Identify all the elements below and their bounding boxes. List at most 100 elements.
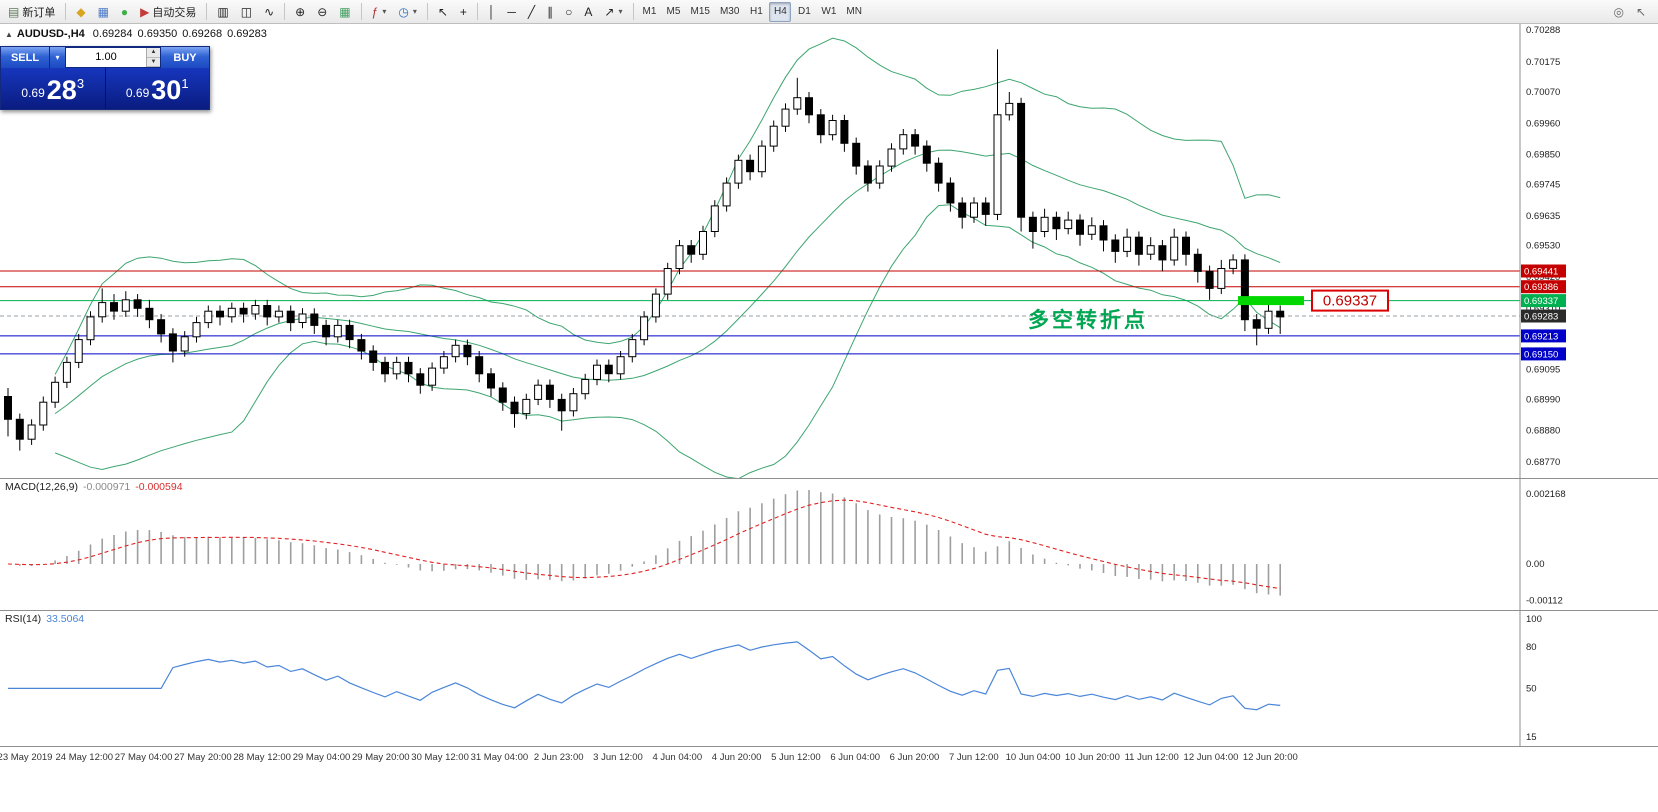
pointer-tool-button[interactable]: ↖ <box>1631 2 1651 22</box>
ohlc-high: 0.69350 <box>137 28 178 40</box>
ask-pip-digit: 1 <box>181 76 189 91</box>
cycles-dropdown[interactable]: ▾ <box>412 7 417 16</box>
sell-price-button[interactable]: 0.69 28 3 <box>1 68 106 109</box>
new-order-icon: ▤ <box>8 4 20 19</box>
svg-text:0.69530: 0.69530 <box>1526 241 1560 252</box>
svg-text:0.69150: 0.69150 <box>1524 349 1558 360</box>
time-label: 29 May 04:00 <box>292 752 351 763</box>
zoom-in-icon: ⊕ <box>295 4 306 19</box>
indicators-button[interactable]: ƒ ▾ <box>367 2 392 22</box>
ohlc-open: 0.69284 <box>92 28 133 40</box>
timeframe-H1[interactable]: H1 <box>745 2 767 22</box>
annotation-text[interactable]: 多空转折点 <box>1028 309 1148 332</box>
text-icon: A <box>584 4 593 19</box>
timeframe-MN[interactable]: MN <box>842 2 866 22</box>
cycles-button[interactable]: ◷ ▾ <box>393 2 422 22</box>
ask-prefix: 0.69 <box>125 86 150 100</box>
svg-text:0.69635: 0.69635 <box>1526 211 1560 222</box>
svg-text:0.70288: 0.70288 <box>1526 25 1560 36</box>
arrows-button[interactable]: ↗ ▾ <box>599 2 627 22</box>
navigator-button[interactable]: ▦ <box>93 2 114 22</box>
svg-text:0.00: 0.00 <box>1526 559 1545 570</box>
time-label: 27 May 04:00 <box>114 752 173 763</box>
bollinger-bands <box>54 37 1281 478</box>
cursor-icon: ↖ <box>437 4 448 19</box>
time-label: 5 Jun 12:00 <box>771 752 821 763</box>
price-axis[interactable]: 0.70288 0.70175 0.70070 0.69960 0.69850 0.697… <box>1519 24 1566 478</box>
zoom-out-button[interactable]: ⊖ <box>312 2 332 22</box>
volume-field: 1.00 ▲ ▼ <box>66 47 160 68</box>
macd-signal-line <box>7 499 1281 590</box>
timeframe-D1[interactable]: D1 <box>793 2 815 22</box>
vertical-line-button[interactable]: │ <box>483 2 501 22</box>
volume-up-button[interactable]: ▲ <box>147 48 160 58</box>
volume-down-button[interactable]: ▼ <box>147 57 160 67</box>
trendline-button[interactable]: ╱ <box>523 2 540 22</box>
volume-options-button[interactable]: ▾ <box>50 47 66 68</box>
market-watch-button[interactable]: ◆ <box>71 2 90 22</box>
level-lines[interactable] <box>0 270 1520 355</box>
toolbar-separator <box>426 3 428 20</box>
equidistant-channel-button[interactable]: ∥ <box>542 2 558 22</box>
indicators-dropdown[interactable]: ▾ <box>382 7 387 16</box>
autotrading-label: 自动交易 <box>152 6 197 19</box>
time-label: 11 Jun 12:00 <box>1124 752 1179 763</box>
cursor-button[interactable]: ↖ <box>433 2 453 22</box>
rsi-chart[interactable]: 100 80 50 15 <box>0 611 1658 746</box>
pointer-tool-icon: ↖ <box>1635 4 1646 19</box>
indicators-icon: ƒ <box>371 4 379 19</box>
crosshair-button[interactable]: + <box>455 2 472 22</box>
autotrading-button[interactable]: ▶ 自动交易 <box>135 2 201 22</box>
new-order-label: 新订单 <box>22 6 56 19</box>
volume-input[interactable]: 1.00 <box>95 51 117 63</box>
horizontal-line-button[interactable]: ─ <box>502 2 521 22</box>
line-chart-button[interactable]: ∿ <box>259 2 279 22</box>
timeframe-M30[interactable]: M30 <box>716 2 743 22</box>
toolbar-separator <box>632 3 634 20</box>
zoom-out-icon: ⊖ <box>317 4 328 19</box>
one-click-trade-panel: SELL ▾ 1.00 ▲ ▼ BUY 0.69 28 3 0.69 30 1 <box>0 46 210 110</box>
time-axis[interactable]: 23 May 2019 24 May 12:00 27 May 04:00 27 Ma… <box>0 746 1658 768</box>
arrows-dropdown[interactable]: ▾ <box>618 7 623 16</box>
time-label: 2 Jun 23:00 <box>533 752 584 763</box>
price-label-box[interactable] <box>1311 289 1389 312</box>
trendline-icon: ╱ <box>527 4 536 19</box>
ellipse-button[interactable]: ○ <box>560 2 577 22</box>
text-button[interactable]: A <box>579 2 597 22</box>
macd-panel: 0.002168 0.00 -0.00112 MACD(12,26,9) -0.000… <box>0 478 1658 610</box>
timeframe-M15[interactable]: M15 <box>687 2 714 22</box>
main-chart[interactable]: 0.69337 0.70288 0.70175 0.70070 0.69960 0.698… <box>0 24 1658 478</box>
timeframe-M1[interactable]: M1 <box>639 2 661 22</box>
candlestick-chart-icon: ◫ <box>240 4 253 19</box>
rsi-value: 33.5064 <box>46 613 85 625</box>
bar-chart-button[interactable]: ▥ <box>212 2 233 22</box>
chart-search-button[interactable]: ◎ <box>1608 2 1628 22</box>
toolbar-separator <box>360 3 362 20</box>
bar-chart-icon: ▥ <box>217 4 229 19</box>
buy-button[interactable]: BUY <box>160 47 209 68</box>
timeframe-M5[interactable]: M5 <box>663 2 685 22</box>
ask-big-digits: 30 <box>151 75 182 105</box>
timeframe-H4[interactable]: H4 <box>769 1 792 22</box>
terminal-button[interactable]: ● <box>116 2 133 22</box>
volume-spinner: ▲ ▼ <box>146 48 160 67</box>
svg-text:0.002168: 0.002168 <box>1526 489 1566 500</box>
new-order-button[interactable]: ▤ 新订单 <box>3 2 60 22</box>
svg-text:0.69386: 0.69386 <box>1524 282 1558 293</box>
buy-price-button[interactable]: 0.69 30 1 <box>106 68 210 109</box>
toolbar-separator <box>65 3 67 20</box>
sell-button[interactable]: SELL <box>1 47 50 68</box>
turning-point-highlight[interactable] <box>1238 296 1304 306</box>
toolbar-right-group: ◎ ↖ <box>1607 2 1652 22</box>
zoom-in-button[interactable]: ⊕ <box>290 2 310 22</box>
svg-text:0.69337: 0.69337 <box>1524 296 1558 307</box>
timeframe-W1[interactable]: W1 <box>817 2 840 22</box>
svg-text:0.69095: 0.69095 <box>1526 365 1560 376</box>
grid-button[interactable]: ▦ <box>334 2 355 22</box>
candlestick-chart-button[interactable]: ◫ <box>236 2 257 22</box>
macd-chart[interactable]: 0.002168 0.00 -0.00112 <box>0 479 1658 610</box>
price-tag <box>1521 329 1566 343</box>
horizontal-line-icon: ─ <box>507 4 516 19</box>
svg-text:0.69960: 0.69960 <box>1526 118 1560 129</box>
